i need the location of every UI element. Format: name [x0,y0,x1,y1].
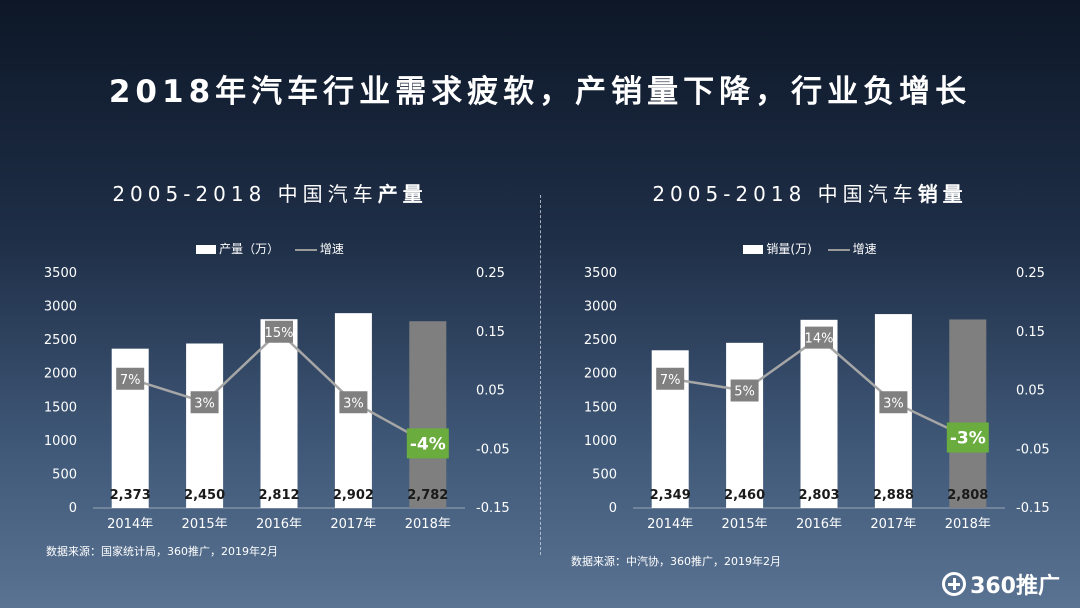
y2-tick-label: 0.05 [476,384,505,399]
x-tick-label: 2016年 [796,517,842,528]
x-tick-label: 2018年 [945,517,991,528]
logo-text: 360推广 [970,574,1060,599]
y2-tick-label: -0.05 [1016,442,1050,457]
y-tick-label: 1500 [584,400,617,415]
growth-label: 14% [805,332,834,347]
y-tick-label: 500 [592,467,617,482]
bar [726,342,764,508]
legend-line-swatch [827,248,850,251]
bar-value-label: 2,803 [798,488,839,503]
growth-label-box [805,326,833,349]
x-tick-label: 2016年 [256,517,302,528]
growth-label-box [879,391,908,414]
chart-title-bold: 销量 [917,182,968,206]
growth-label-box [730,379,759,402]
bar-value-label: 2,888 [873,488,914,503]
page-title: 2018年汽车行业需求疲软，产销量下降，行业负增长 [108,74,972,110]
plus-circle-icon [942,572,967,596]
growth-label-box [656,367,685,390]
y2-tick-label: 0.05 [1016,384,1045,399]
y-tick-label: 3000 [584,300,617,315]
y2-tick-label: -0.15 [1016,501,1050,516]
x-tick-label: 2015年 [722,517,768,528]
y2-tick-label: 0.25 [476,266,505,281]
bar-value-label: 2,902 [333,488,374,503]
legend-bar-label: 产量（万） [219,242,280,256]
bar-value-label: 2,373 [110,488,151,503]
y-tick-label: 3000 [44,300,77,315]
x-tick-label: 2014年 [647,517,693,528]
y-tick-label: 0 [69,501,77,516]
y-tick-label: 1000 [44,434,77,449]
y-tick-label: 1000 [584,434,617,449]
growth-label-box [406,428,449,459]
y-tick-label: 500 [52,467,77,482]
x-tick-label: 2017年 [330,517,376,528]
y2-tick-label: 0.15 [1016,325,1045,340]
y-tick-label: 1500 [44,400,77,415]
bar-value-label: 2,349 [650,488,691,503]
bar [409,321,447,508]
brand-logo: 360推广 [942,568,1060,600]
bar-value-label: 2,450 [184,488,225,503]
growth-label: -3% [950,429,986,449]
chart-title: 2005-2018 中国汽车产量 [0,178,540,207]
y-tick-label: 2000 [584,367,617,382]
bar [949,319,987,508]
bar-value-label: 2,812 [258,488,299,503]
x-tick-label: 2018年 [405,517,451,528]
bar [800,319,838,508]
y-tick-label: 2500 [44,333,77,348]
growth-label: 7% [120,373,141,388]
growth-label: -4% [410,434,446,454]
x-tick-label: 2014年 [107,517,153,528]
y2-tick-label: -0.05 [476,442,510,457]
bar-value-label: 2,782 [407,488,448,503]
chart-title-prefix: 2005-2018 中国汽车 [112,182,378,206]
panel-divider [540,195,541,555]
growth-label: 3% [883,396,904,411]
growth-label: 5% [734,385,755,400]
legend-bar-swatch [743,245,764,254]
y2-tick-label: -0.15 [476,501,510,516]
source-note: 数据来源：国家统计局，360推广，2019年2月 [46,545,278,558]
bar [260,319,298,508]
growth-label: 3% [194,396,215,411]
sales-chart-panel: 2005-2018 中国汽车销量 销量(万) 增速 0 500 1000 1500 20… [540,0,1080,608]
chart-legend: 产量（万） 增速 [0,240,540,257]
growth-label-box [265,320,293,343]
growth-label: 7% [660,373,681,388]
growth-label-box [946,422,989,453]
growth-label-box [116,367,145,390]
source-note: 数据来源：中汽协，360推广，2019年2月 [571,555,781,568]
y2-tick-label: 0.15 [476,325,505,340]
legend-line-label: 增速 [852,242,877,256]
legend-line-label: 增速 [319,242,344,256]
y-tick-label: 2500 [584,333,617,348]
growth-label: 15% [265,326,294,341]
legend-bar-label: 销量(万) [766,242,812,256]
bar [186,343,224,508]
chart-legend: 销量(万) 增速 [540,240,1080,257]
y-tick-label: 0 [609,501,617,516]
sales-chart: 0 500 1000 1500 2000 2500 3000 3500 -0.15 -0.05 0.… [584,266,1050,528]
growth-label-box [339,391,368,414]
legend-line-swatch [294,248,317,251]
growth-label: 3% [343,396,364,411]
production-chart-panel: 2005-2018 中国汽车产量 产量（万） 增速 0 500 1000 1500 20… [0,178,540,558]
production-chart: 0 500 1000 1500 2000 2500 3000 3500 -0.15 -0.05 0.… [44,266,510,528]
growth-label-box [190,391,219,414]
chart-title-prefix: 2005-2018 中国汽车 [652,182,918,206]
y-tick-label: 3500 [584,266,617,281]
bar-value-label: 2,808 [947,488,988,503]
x-tick-label: 2017年 [870,517,916,528]
chart-title-bold: 产量 [377,182,428,206]
x-tick-label: 2015年 [182,517,228,528]
y-tick-label: 3500 [44,266,77,281]
legend-bar-swatch [196,245,217,254]
y2-tick-label: 0.25 [1016,266,1045,281]
bar-value-label: 2,460 [724,488,765,503]
y-tick-label: 2000 [44,367,77,382]
chart-title: 2005-2018 中国汽车销量 [540,178,1080,207]
